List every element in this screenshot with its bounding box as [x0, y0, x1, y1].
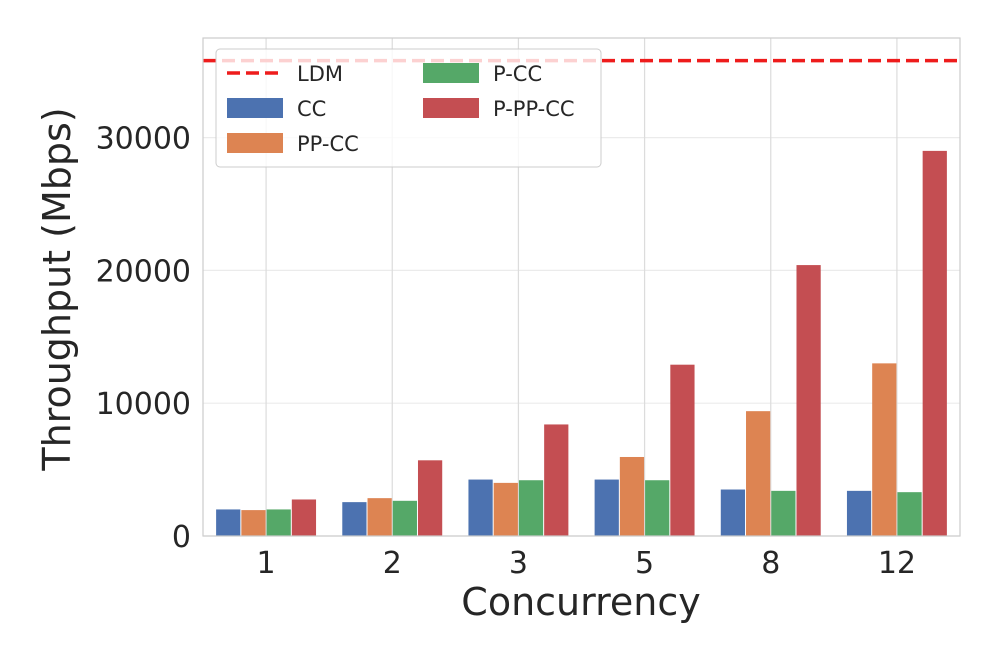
legend-handle-p-pp-cc — [423, 98, 479, 118]
bar-pp-cc-5 — [619, 456, 645, 536]
x-tick-label: 3 — [509, 546, 528, 581]
x-tick-label: 8 — [761, 546, 780, 581]
bar-p-cc-1 — [266, 509, 291, 536]
bar-cc-12 — [846, 490, 872, 536]
bar-p-pp-cc-2 — [417, 460, 443, 536]
plot-frame — [202, 37, 961, 537]
bar-pp-cc-8 — [746, 411, 771, 536]
x-tick-label: 5 — [635, 546, 654, 581]
bar-layer — [216, 150, 947, 536]
bar-p-pp-cc-12 — [922, 150, 947, 536]
bar-p-cc-3 — [518, 480, 544, 536]
legend-label: CC — [297, 97, 326, 121]
legend: LDM CC PP-CC P-CC P-PP-CC — [215, 48, 602, 168]
bar-p-pp-cc-3 — [544, 424, 569, 536]
bar-pp-cc-12 — [872, 363, 897, 536]
legend-label: P-CC — [493, 62, 542, 86]
bar-p-cc-12 — [897, 492, 922, 536]
bar-cc-8 — [720, 489, 746, 536]
legend-handle-p-cc — [423, 63, 479, 83]
y-tick-label: 30000 — [96, 122, 191, 157]
bar-pp-cc-3 — [493, 482, 518, 536]
y-tick-label: 10000 — [96, 387, 191, 422]
y-tick-label: 20000 — [96, 254, 191, 289]
legend-label: PP-CC — [297, 132, 359, 156]
legend-label: P-PP-CC — [493, 97, 575, 121]
bar-p-pp-cc-5 — [670, 364, 695, 536]
bar-p-cc-2 — [392, 500, 417, 536]
x-tick-label: 12 — [878, 546, 916, 581]
y-tick-label: 0 — [172, 520, 191, 555]
legend-box — [215, 48, 602, 168]
bar-cc-5 — [594, 479, 619, 536]
legend-handle-pp-cc — [227, 133, 283, 153]
x-tick-label: 1 — [257, 546, 276, 581]
bar-p-cc-8 — [771, 490, 796, 536]
legend-handle-cc — [227, 98, 283, 118]
bar-p-cc-5 — [645, 480, 670, 536]
x-axis-label: Concurrency — [461, 580, 700, 624]
bar-p-pp-cc-1 — [291, 499, 317, 536]
bar-pp-cc-1 — [241, 510, 266, 536]
y-axis-label: Throughput (Mbps) — [35, 107, 79, 471]
bar-p-pp-cc-8 — [796, 265, 821, 536]
legend-label: LDM — [297, 62, 343, 86]
bar-cc-3 — [468, 479, 493, 536]
bar-cc-1 — [216, 509, 241, 536]
bar-cc-2 — [342, 502, 367, 536]
x-tick-label: 2 — [383, 546, 402, 581]
bar-pp-cc-2 — [367, 498, 392, 536]
